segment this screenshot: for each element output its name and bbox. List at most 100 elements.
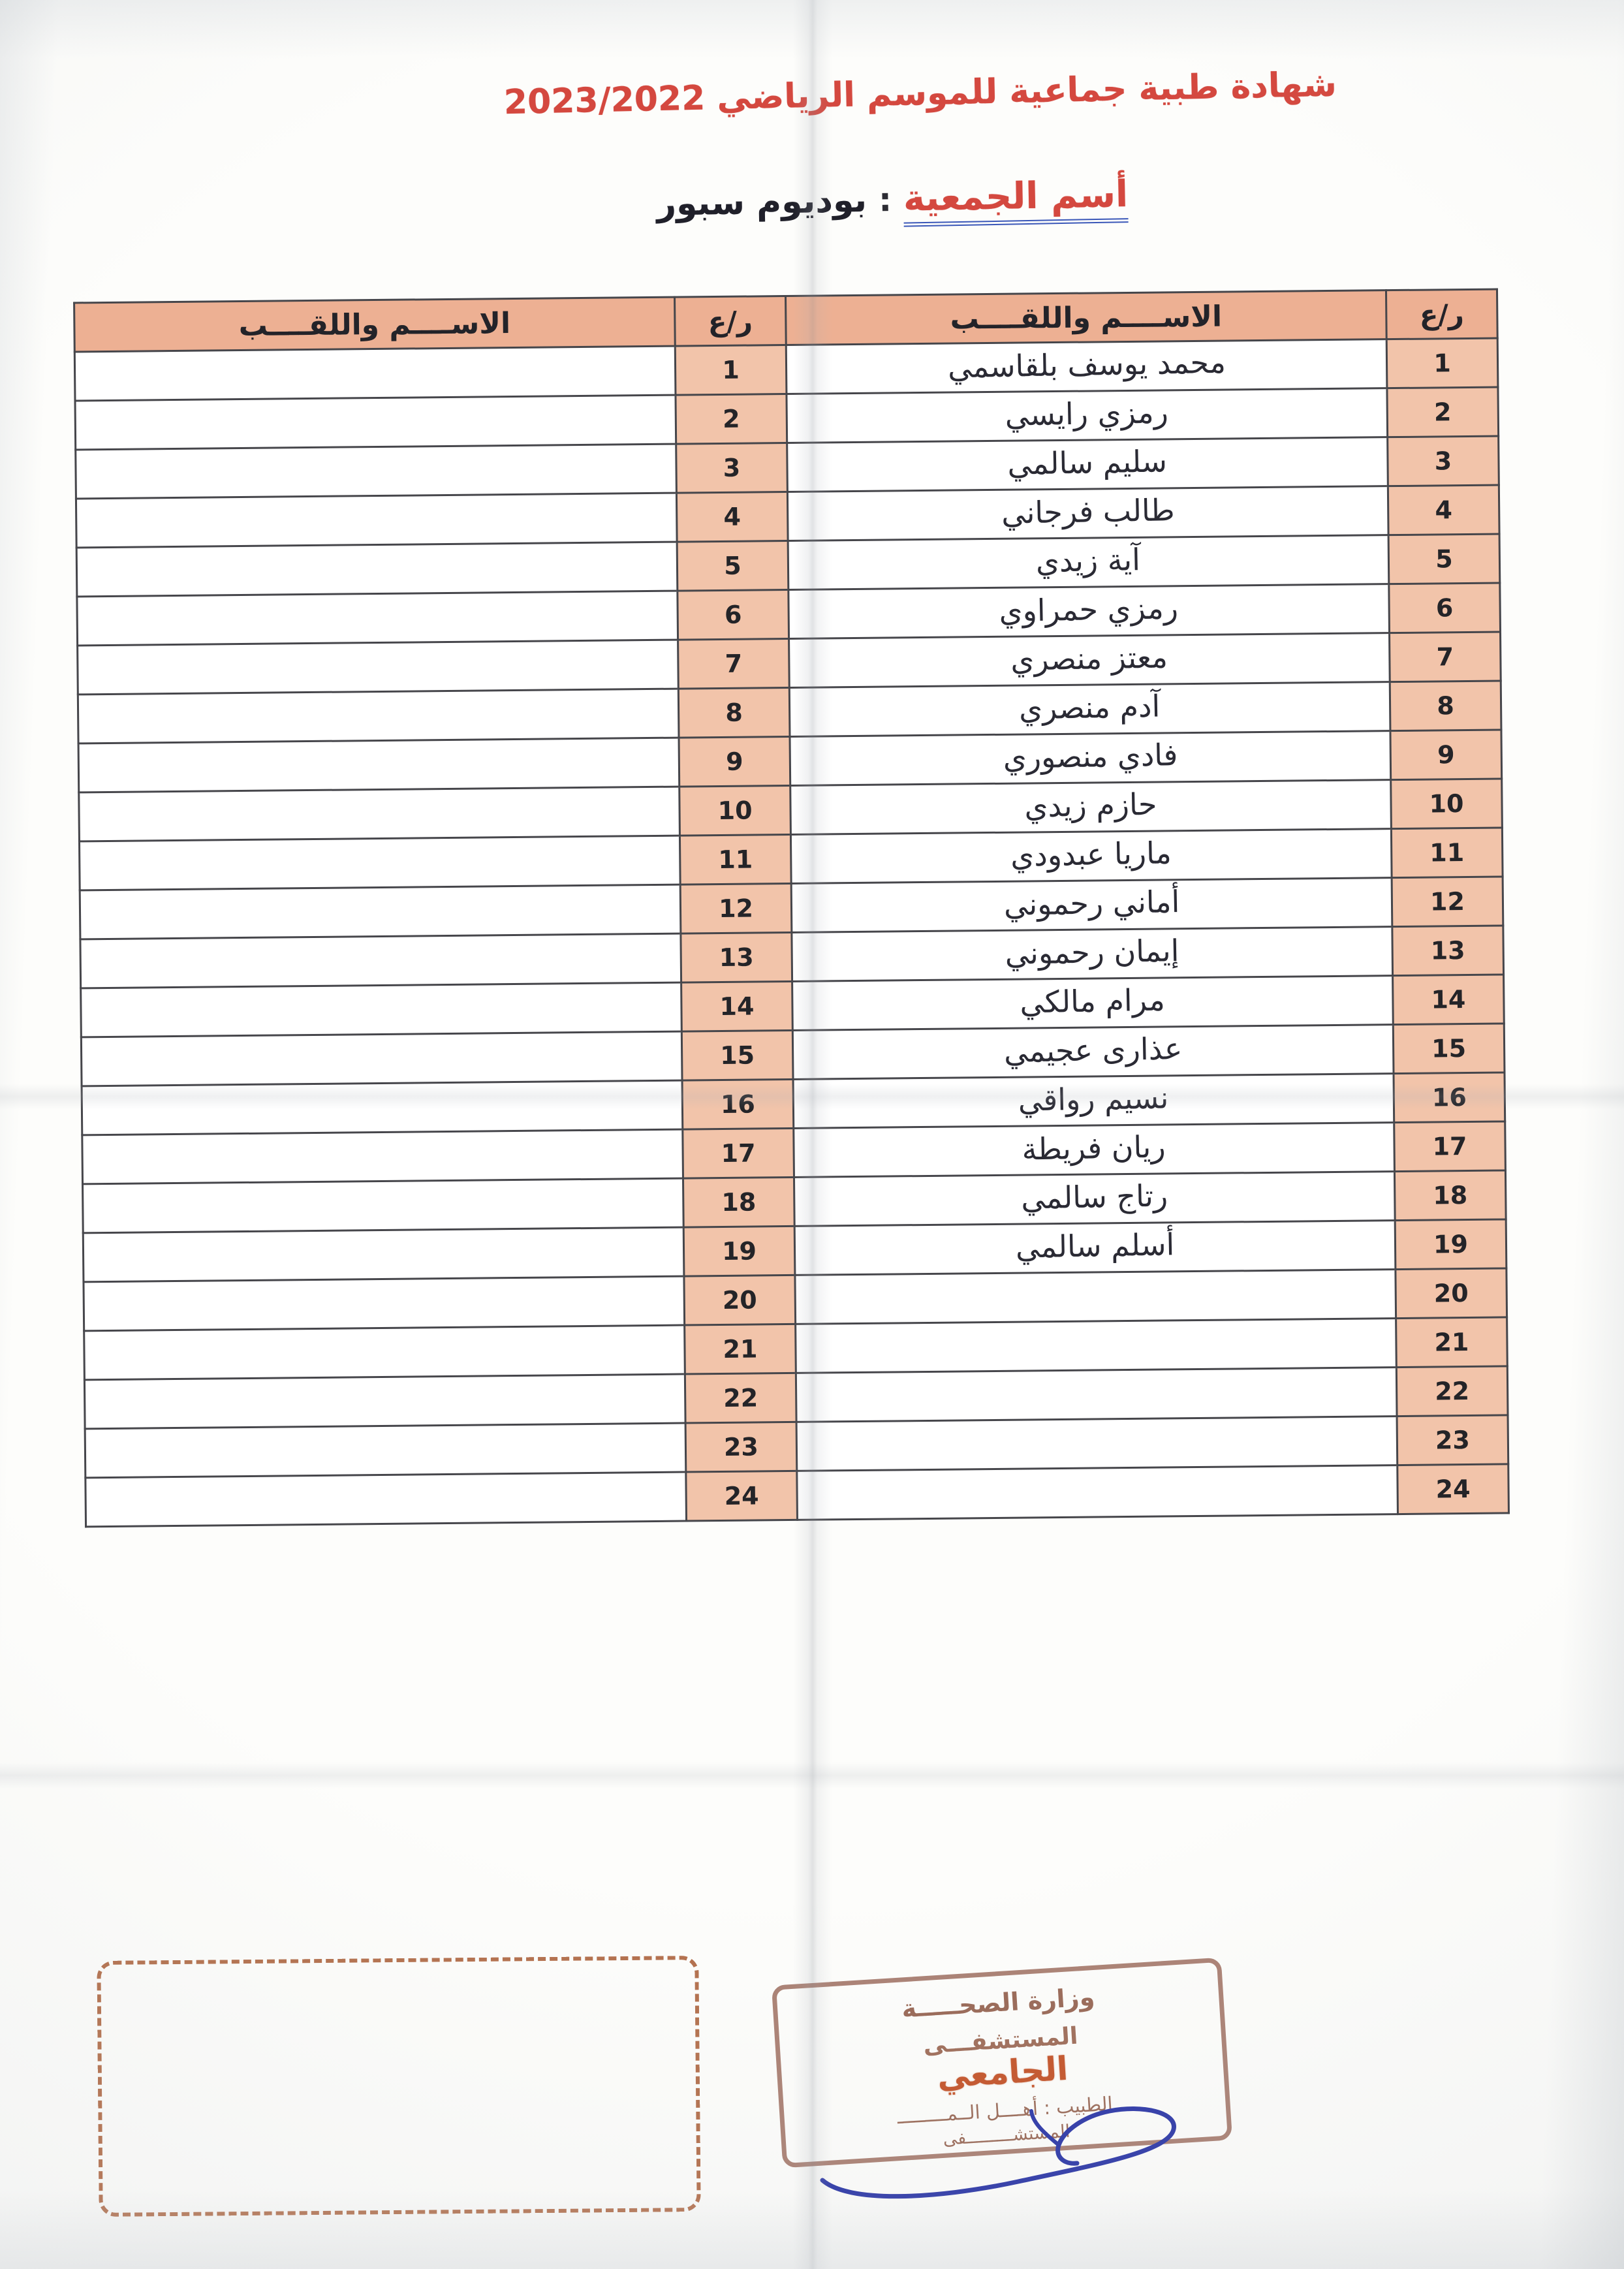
participant-name-cell-left[interactable]: [75, 395, 676, 450]
row-number-cell-left: 5: [677, 540, 789, 591]
participant-name-right: آية زيدي: [1035, 542, 1141, 580]
row-number-cell-left: 6: [677, 589, 789, 640]
participant-name-right: ماريا عبدودي: [1010, 835, 1172, 873]
row-number-cell-left: 19: [683, 1226, 795, 1277]
participant-name-cell-left[interactable]: [81, 1031, 683, 1086]
row-number-right: 13: [1430, 936, 1465, 965]
participant-name-cell-right[interactable]: محمد يوسف بلقاسمي: [786, 339, 1387, 394]
participant-name-cell-right[interactable]: نسيم رواقي: [793, 1073, 1394, 1129]
column-header-num-left-label: ر/ع: [708, 304, 753, 337]
participant-name-cell-right[interactable]: إيمان رحموني: [791, 926, 1393, 982]
participant-name-cell-right[interactable]: [796, 1416, 1398, 1471]
row-number-right: 14: [1431, 985, 1466, 1014]
participant-name-cell-left[interactable]: [84, 1374, 686, 1429]
participant-name-cell-left[interactable]: [79, 836, 681, 890]
participant-name-left: [355, 617, 399, 622]
participant-name-cell-left[interactable]: [75, 444, 677, 499]
row-number-cell-right: 7: [1389, 631, 1501, 682]
participant-name-right: رمزي رايسي: [1005, 394, 1169, 433]
participant-name-left: [362, 1302, 406, 1307]
participant-name-cell-right[interactable]: أسلم سالمي: [794, 1220, 1396, 1275]
participant-name-cell-right[interactable]: آدم منصري: [789, 681, 1390, 737]
row-number-left: 7: [725, 649, 743, 678]
participant-name-left: [356, 764, 401, 769]
participant-name-cell-left[interactable]: [84, 1325, 685, 1380]
row-number-cell-left: 14: [681, 981, 793, 1032]
row-number-right: 17: [1432, 1132, 1467, 1161]
participant-name-right: رمزي حمراوي: [999, 590, 1179, 629]
participant-name-cell-right[interactable]: معتز منصري: [789, 633, 1390, 688]
participant-name-cell-right[interactable]: ريان فريطة: [793, 1122, 1395, 1178]
row-number-right: 12: [1429, 887, 1465, 916]
participant-name-cell-left[interactable]: [83, 1227, 684, 1282]
participant-name-cell-left[interactable]: [78, 689, 679, 743]
participant-name-cell-left[interactable]: [78, 738, 679, 792]
row-number-cell-left: 8: [678, 687, 790, 738]
row-number-cell-left: 4: [676, 492, 789, 542]
signature: [803, 2082, 1195, 2206]
participant-name-cell-left[interactable]: [80, 933, 681, 988]
row-number-cell-right: 5: [1388, 534, 1500, 584]
participant-name-cell-right[interactable]: سليم سالمي: [787, 437, 1388, 492]
participant-name-cell-right[interactable]: [795, 1318, 1397, 1373]
participant-name-cell-right[interactable]: [794, 1269, 1396, 1324]
participant-name-cell-left[interactable]: [82, 1080, 683, 1135]
row-number-left: 2: [722, 404, 740, 433]
table-body: 1 محمد يوسف بلقاسمي 1 2 رمزي رايسي 2 3 سليم سال…: [74, 338, 1509, 1527]
participant-name-cell-right[interactable]: رمزي حمراوي: [788, 584, 1390, 639]
row-number-cell-right: 6: [1388, 583, 1501, 633]
row-number-cell-left: 3: [676, 443, 788, 493]
signature-scribble-icon: [820, 2106, 1176, 2199]
row-number-left: 23: [723, 1432, 759, 1462]
row-number-left: 17: [721, 1138, 756, 1168]
participant-name-cell-right[interactable]: ماريا عبدودي: [790, 828, 1392, 884]
participant-name-cell-right[interactable]: [796, 1367, 1398, 1422]
row-number-cell-right: 24: [1397, 1463, 1509, 1514]
association-label: أسم الجمعية: [903, 173, 1129, 227]
participant-name-right: ريان فريطة: [1022, 1129, 1166, 1167]
row-number-right: 20: [1433, 1279, 1469, 1308]
row-number-left: 6: [724, 600, 742, 629]
row-number-cell-right: 13: [1392, 925, 1504, 976]
participant-name-cell-left[interactable]: [76, 542, 678, 597]
row-number-cell-left: 7: [678, 638, 790, 689]
row-number-cell-left: 12: [680, 883, 792, 934]
participant-name-cell-right[interactable]: رمزي رايسي: [786, 388, 1388, 443]
participant-name-right: [1074, 1393, 1119, 1398]
participant-name-cell-left[interactable]: [83, 1276, 685, 1331]
participant-name-cell-left[interactable]: [85, 1472, 687, 1527]
participant-name-cell-left[interactable]: [77, 640, 679, 695]
participant-name-cell-left[interactable]: [80, 982, 682, 1037]
participant-name-cell-left[interactable]: [78, 787, 680, 841]
participant-name-cell-right[interactable]: عذارى عجيمي: [792, 1024, 1394, 1080]
row-number-cell-left: 15: [681, 1030, 794, 1081]
participant-name-cell-right[interactable]: مرام مالكي: [792, 975, 1394, 1031]
row-number-left: 20: [722, 1285, 757, 1315]
page-title: شهادة طبية جماعية للموسم الرياضي 2023/20…: [503, 65, 1337, 123]
participant-name-cell-left[interactable]: [76, 493, 678, 548]
participant-name-cell-right[interactable]: طالب فرجاني: [787, 486, 1389, 541]
participant-name-left: [363, 1449, 407, 1454]
row-number-left: 16: [720, 1089, 756, 1119]
participant-name-cell-left[interactable]: [85, 1423, 686, 1478]
participant-name-cell-left[interactable]: [80, 884, 681, 939]
participant-name-cell-left[interactable]: [76, 591, 678, 646]
row-number-right: 24: [1435, 1475, 1471, 1504]
participant-name-cell-right[interactable]: فادي منصوري: [789, 730, 1391, 786]
row-number-cell-right: 15: [1393, 1023, 1505, 1074]
row-number-cell-left: 10: [679, 785, 791, 836]
participant-name-cell-left[interactable]: [82, 1129, 683, 1184]
association-colon: :: [878, 181, 892, 219]
participant-name-cell-right[interactable]: رتاج سالمي: [794, 1171, 1396, 1227]
participant-name-left: [356, 666, 400, 671]
row-number-cell-right: 4: [1388, 485, 1500, 535]
participant-name-cell-right[interactable]: أماني رحموني: [791, 877, 1392, 933]
row-number-cell-right: 12: [1392, 876, 1503, 927]
participant-name-cell-left[interactable]: [82, 1178, 684, 1233]
row-number-cell-left: 16: [682, 1079, 794, 1130]
participant-name-cell-right[interactable]: حازم زيدي: [790, 779, 1392, 835]
participant-name-cell-right[interactable]: [796, 1465, 1398, 1520]
participant-name-cell-right[interactable]: آية زيدي: [788, 535, 1389, 590]
association-name-row: أسم الجمعية : بوديوم سبور: [656, 173, 1129, 232]
participant-name-cell-left[interactable]: [74, 346, 676, 401]
